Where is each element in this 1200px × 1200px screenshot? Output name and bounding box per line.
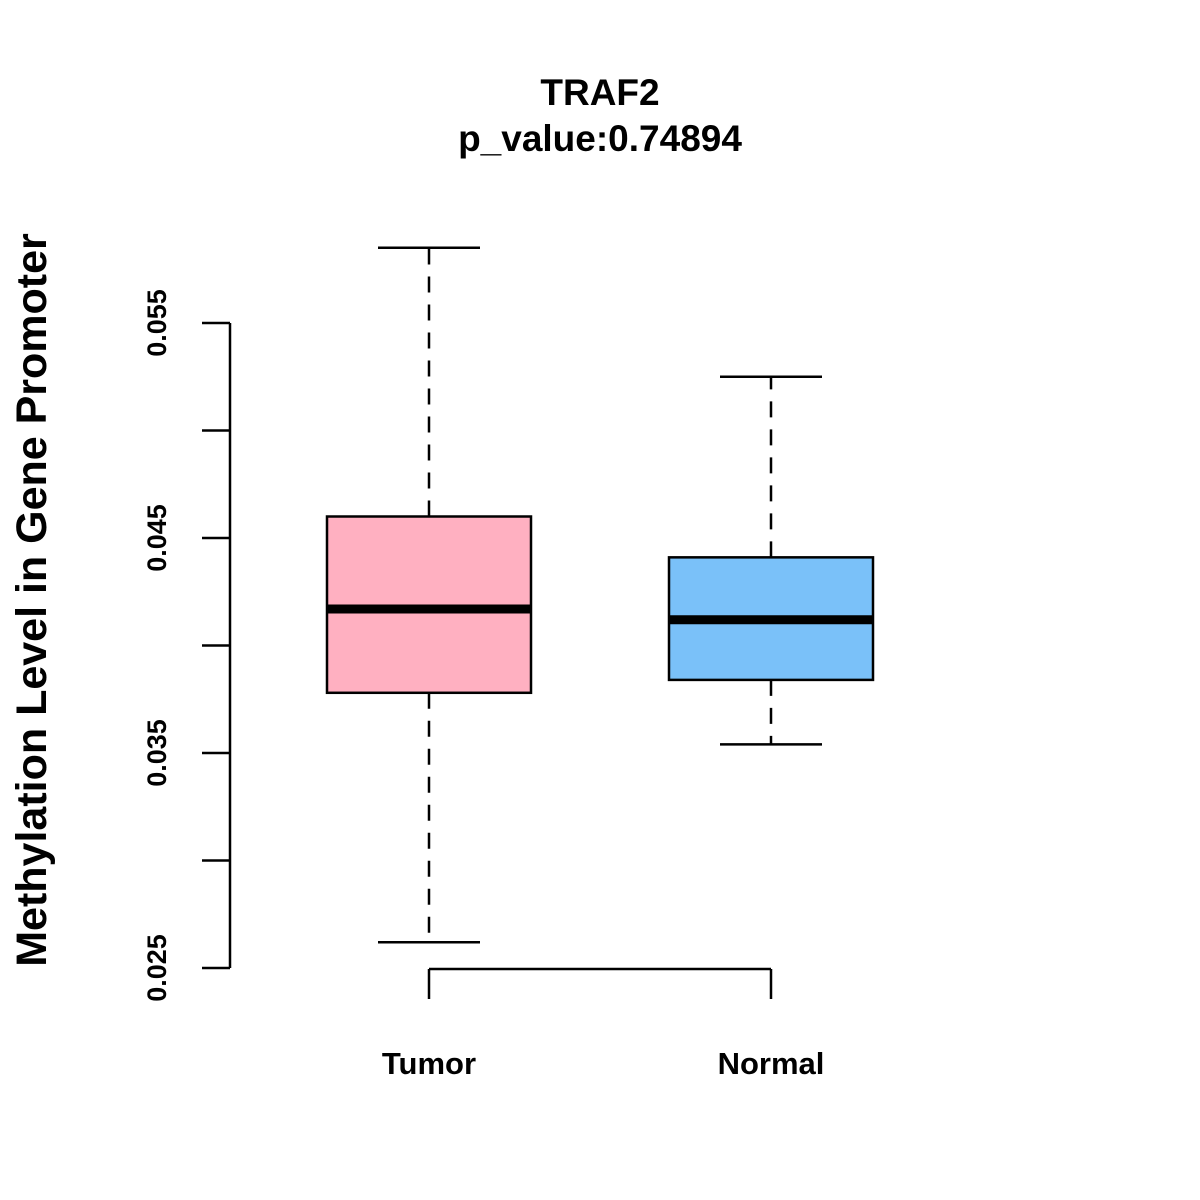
chart-subtitle: p_value:0.74894 [458, 118, 742, 159]
y-tick-label: 0.055 [142, 289, 172, 357]
axes: 0.025 0.035 0.045 0.055 Tumor Normal [142, 289, 824, 1081]
x-tick-label-tumor: Tumor [382, 1046, 476, 1081]
y-axis-label: Methylation Level in Gene Promoter [8, 233, 56, 967]
y-tick-label: 0.045 [142, 504, 172, 572]
boxes [325, 246, 875, 944]
y-tick-label: 0.035 [142, 719, 172, 787]
chart-title: TRAF2 [540, 72, 659, 113]
x-tick-label-normal: Normal [718, 1046, 825, 1081]
y-tick-label: 0.025 [142, 934, 172, 1002]
